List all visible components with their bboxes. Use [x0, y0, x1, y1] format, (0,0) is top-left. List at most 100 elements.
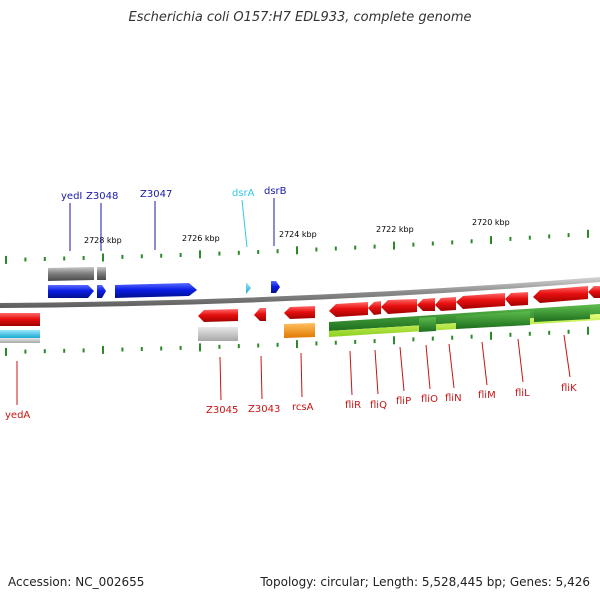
scale-tick [160, 346, 163, 351]
operon-track-dark-green-c [456, 311, 530, 329]
gene-label-fliP[interactable]: fliP [396, 396, 411, 407]
scale-tick [334, 246, 337, 251]
scale-tick [490, 331, 492, 340]
scale-tick [276, 249, 279, 254]
gene-arrow-fliK[interactable] [533, 286, 588, 303]
scale-tick [82, 256, 85, 260]
gene-arrow-fliN[interactable] [435, 297, 456, 311]
leader-line-fliP [399, 346, 405, 392]
gene-arrow-fliQ[interactable] [368, 301, 381, 315]
upper-gene-leaders [69, 198, 275, 251]
scale-tick [412, 337, 415, 342]
gene-arrow-fliR[interactable] [329, 302, 368, 317]
scale-tick [24, 349, 27, 354]
scale-tick [237, 344, 240, 349]
leader-line-fliL [517, 338, 524, 383]
gene-label-fliL[interactable]: fliL [515, 388, 530, 399]
scale-tick [509, 332, 512, 337]
leader-line-fliN [448, 343, 455, 389]
scale-tick [373, 244, 376, 249]
gene-arrow-yedA[interactable] [0, 313, 40, 326]
operon-track-dark-green-b [419, 317, 436, 332]
scale-tick [237, 250, 240, 255]
scale-tick [393, 241, 395, 250]
gene-arrow-dsrA[interactable] [246, 282, 251, 294]
scale-tick [24, 257, 27, 262]
gene-track-yedA-cyan [0, 330, 40, 338]
leader-line-fliO [425, 344, 431, 390]
gene-label-fliM[interactable]: fliM [478, 390, 496, 401]
scale-tick [121, 254, 124, 259]
gene-label-fliQ[interactable]: fliQ [370, 400, 387, 411]
leader-line-fliQ [374, 349, 379, 395]
scale-tick [257, 250, 260, 254]
scale-tick [5, 255, 7, 264]
gene-label-rcsA[interactable]: rcsA [292, 402, 314, 413]
scale-tick [373, 339, 376, 344]
scale-tick [140, 347, 143, 351]
gene-label-dsrA[interactable]: dsrA [232, 188, 255, 199]
scale-tick [490, 236, 492, 245]
scale-tick [102, 345, 104, 354]
gene-label-Z3043[interactable]: Z3043 [248, 404, 280, 415]
gene-arrow-fliL[interactable] [505, 292, 528, 306]
scale-tick [315, 247, 318, 252]
leader-line-rcsA [300, 352, 303, 398]
scale-tick [567, 329, 570, 334]
scale-tick [63, 348, 66, 353]
gene-arrow-dsrB[interactable] [271, 281, 280, 293]
leader-line-fliM [481, 341, 488, 386]
scale-tick [218, 344, 221, 349]
gene-arrow-Z3048[interactable] [97, 285, 106, 298]
gene-arrow-fliO[interactable] [417, 298, 435, 311]
scale-tick [334, 340, 337, 345]
scale-tick [276, 342, 279, 347]
map-title: Escherichia coli O157:H7 EDL933, complet… [128, 10, 472, 25]
gene-label-yedA[interactable]: yedA [5, 410, 30, 421]
scale-tick [199, 250, 201, 259]
scale-tick [412, 242, 415, 247]
scale-tick [548, 330, 551, 335]
lower-gene-leaders [16, 334, 571, 405]
scale-tick [296, 340, 298, 349]
gene-track-rcsA-orange [284, 323, 315, 338]
scale-tick [587, 326, 589, 335]
gene-arrow-Z3047[interactable] [115, 283, 197, 298]
scale-label: 2728 kbp [84, 236, 122, 245]
gene-label-Z3047[interactable]: Z3047 [140, 189, 172, 200]
genome-summary-text: Topology: circular; Length: 5,528,445 bp… [260, 575, 590, 589]
gene-arrow-rcsA[interactable] [284, 306, 315, 319]
gene-arrow-Z3045[interactable] [198, 309, 238, 322]
gene-label-fliO[interactable]: fliO [421, 394, 438, 405]
gene-track-Z3045-grey [198, 327, 238, 341]
scale-tick [179, 345, 182, 350]
scale-tick [548, 234, 551, 239]
upper-tick-row [5, 229, 589, 264]
scale-tick [354, 245, 357, 250]
leader-line-fliR [349, 350, 353, 396]
gene-arrow-yedI-grey [48, 267, 94, 281]
gene-label-dsrB[interactable]: dsrB [264, 186, 287, 197]
lower-tick-row [5, 326, 589, 356]
gene-label-fliR[interactable]: fliR [345, 400, 361, 411]
scale-tick [470, 334, 473, 339]
scale-tick [257, 343, 260, 348]
gene-label-yedI[interactable]: yedI [61, 191, 82, 202]
gene-label-Z3048[interactable]: Z3048 [86, 191, 118, 202]
leader-line-Z3045 [219, 356, 222, 401]
scale-tick [567, 233, 570, 238]
scale-tick [296, 246, 298, 255]
gene-label-fliK[interactable]: fliK [561, 383, 577, 394]
gene-label-fliN[interactable]: fliN [445, 393, 462, 404]
scale-tick [393, 336, 395, 345]
scale-tick [5, 347, 7, 356]
gene-arrow-Z3043[interactable] [254, 308, 266, 321]
gene-label-Z3045[interactable]: Z3045 [206, 405, 238, 416]
operon-track-dark-green-d [534, 305, 590, 322]
gene-arrow-fliM[interactable] [456, 293, 505, 309]
gene-arrow-yedI[interactable] [48, 285, 94, 298]
scale-label: 2724 kbp [279, 230, 317, 239]
gene-arrow-fliP[interactable] [381, 299, 417, 314]
scale-label: 2722 kbp [376, 225, 414, 234]
scale-tick [199, 343, 201, 352]
